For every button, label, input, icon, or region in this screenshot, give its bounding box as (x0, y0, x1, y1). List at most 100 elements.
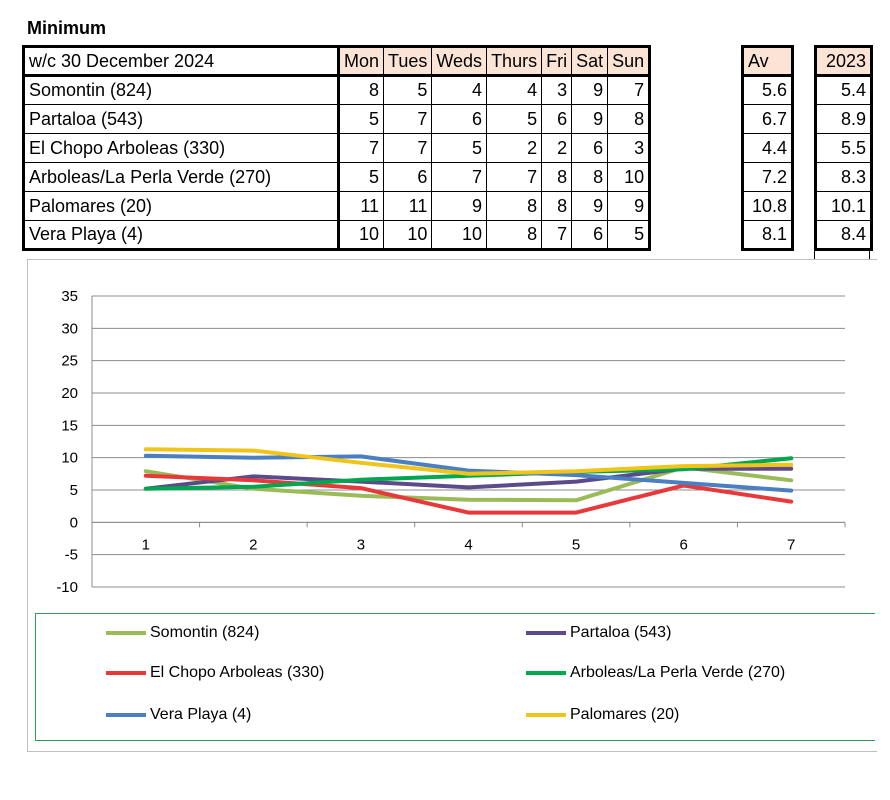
day-value: 6 (571, 220, 609, 250)
day-value: 8 (541, 162, 573, 192)
prev-year-value: 8.4 (815, 220, 872, 250)
minimum-table: w/c 30 December 2024 Mon Tues Weds Thurs Fri S… (22, 45, 652, 251)
day-value: 7 (541, 220, 573, 250)
av-value: 5.6 (742, 75, 793, 105)
site-name: Somontin (824) (23, 75, 340, 105)
day-value: 5 (337, 162, 385, 192)
day-header: Mon (337, 46, 385, 77)
legend-swatch (106, 671, 146, 675)
x-tick-label: 1 (142, 536, 150, 553)
day-value: 8 (541, 191, 573, 221)
prev-year-header: 2023 (815, 46, 872, 77)
day-value: 6 (431, 104, 488, 134)
legend-swatch (526, 671, 566, 675)
line-chart: -10 -5 0 5 10 15 20 25 30 35 1 2 3 4 5 6 7 (56, 288, 846, 596)
prev-year-row: 8.9 (815, 104, 872, 134)
day-value: 9 (571, 75, 609, 105)
site-name: El Chopo Arboleas (330) (23, 133, 340, 163)
day-value: 8 (571, 162, 609, 192)
av-value: 10.8 (742, 191, 793, 221)
table-row: Arboleas/La Perla Verde (270) 5 6 7 7 8 8 10 (23, 162, 651, 192)
y-tick-label: 30 (61, 320, 78, 337)
av-value: 8.1 (742, 220, 793, 250)
av-value: 7.2 (742, 162, 793, 192)
day-value: 10 (607, 162, 651, 192)
day-value: 5 (607, 220, 651, 250)
prev-year-row: 5.4 (815, 75, 872, 105)
legend-swatch (526, 713, 566, 717)
day-value: 11 (383, 191, 433, 221)
av-value: 4.4 (742, 133, 793, 163)
av-row: 8.1 (742, 220, 793, 250)
av-row: 4.4 (742, 133, 793, 163)
day-value: 5 (431, 133, 488, 163)
legend-label: Palomares (20) (570, 706, 680, 723)
table-row: Somontin (824) 8 5 4 4 3 9 7 (23, 75, 651, 105)
legend-label: Arboleas/La Perla Verde (270) (570, 664, 786, 681)
legend-label: El Chopo Arboleas (330) (150, 664, 325, 681)
day-value: 7 (383, 133, 433, 163)
legend-item: Vera Playa (4) (106, 706, 251, 724)
table-row: Palomares (20) 11 11 9 8 8 9 9 (23, 191, 651, 221)
x-tick-label: 2 (249, 536, 257, 553)
prev-year-value: 8.3 (815, 162, 872, 192)
day-value: 10 (431, 220, 488, 250)
day-value: 10 (383, 220, 433, 250)
day-value: 9 (571, 191, 609, 221)
day-value: 6 (571, 133, 609, 163)
site-name: Partaloa (543) (23, 104, 340, 134)
day-header: Sun (607, 46, 651, 77)
day-value: 8 (486, 220, 543, 250)
series-line (143, 447, 794, 476)
av-header: Av (742, 46, 793, 77)
previous-year-table: 2023 5.4 8.9 5.5 8.3 10.1 8.4 (814, 45, 873, 251)
day-value: 9 (431, 191, 488, 221)
day-header: Sat (571, 46, 609, 77)
x-tick-label: 4 (464, 536, 472, 553)
table-row: Vera Playa (4) 10 10 10 8 7 6 5 (23, 220, 651, 250)
legend-label: Somontin (824) (150, 624, 260, 641)
legend-swatch (106, 631, 146, 635)
day-value: 8 (486, 191, 543, 221)
av-value: 6.7 (742, 104, 793, 134)
legend-label: Partaloa (543) (570, 624, 672, 641)
y-tick-label: 15 (61, 417, 78, 434)
day-value: 5 (337, 104, 385, 134)
prev-year-row: 8.3 (815, 162, 872, 192)
day-value: 4 (431, 75, 488, 105)
day-value: 8 (607, 104, 651, 134)
day-value: 7 (383, 104, 433, 134)
day-header: Fri (541, 46, 573, 77)
y-tick-label: 25 (61, 353, 78, 370)
series-line (143, 473, 794, 515)
chart-frame: -10 -5 0 5 10 15 20 25 30 35 1 2 3 4 5 6 7 (27, 259, 877, 752)
av-header-row: Av (742, 46, 793, 77)
legend-item: El Chopo Arboleas (330) (106, 664, 324, 682)
day-header: Tues (383, 46, 433, 77)
legend-label: Vera Playa (4) (150, 706, 252, 723)
day-value: 2 (541, 133, 573, 163)
day-value: 11 (337, 191, 385, 221)
table-header-row: w/c 30 December 2024 Mon Tues Weds Thurs Fri S… (23, 46, 651, 77)
av-row: 10.8 (742, 191, 793, 221)
site-name: Palomares (20) (23, 191, 340, 221)
prev-year-value: 5.4 (815, 75, 872, 105)
y-tick-label: -5 (65, 547, 78, 564)
day-value: 7 (607, 75, 651, 105)
y-tick-label: 5 (70, 482, 78, 499)
day-value: 6 (541, 104, 573, 134)
legend-item: Arboleas/La Perla Verde (270) (526, 664, 785, 682)
prev-year-row: 8.4 (815, 220, 872, 250)
day-value: 9 (607, 191, 651, 221)
av-row: 5.6 (742, 75, 793, 105)
prev-year-value: 5.5 (815, 133, 872, 163)
prev-year-value: 8.9 (815, 104, 872, 134)
y-tick-label: 0 (70, 514, 78, 531)
table-row: Partaloa (543) 5 7 6 5 6 9 8 (23, 104, 651, 134)
y-tick-label: -10 (56, 579, 78, 596)
legend-swatch (526, 631, 566, 635)
prev-year-header-row: 2023 (815, 46, 872, 77)
day-value: 5 (486, 104, 543, 134)
day-value: 6 (383, 162, 433, 192)
week-label: w/c 30 December 2024 (23, 46, 340, 77)
